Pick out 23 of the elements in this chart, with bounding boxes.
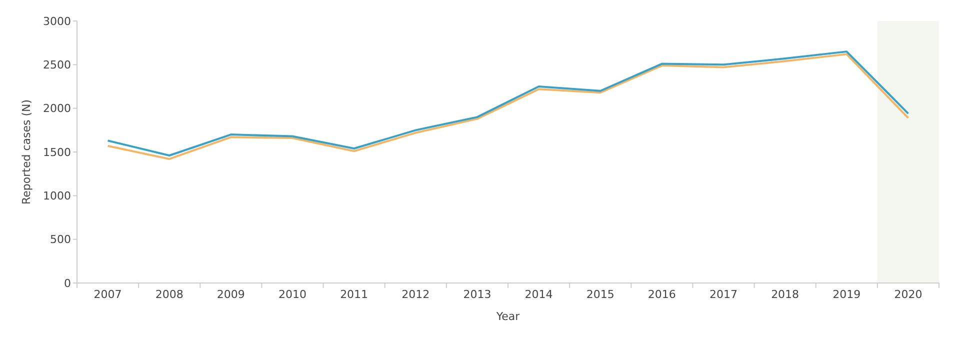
y-tick-label: 2000 <box>43 102 71 116</box>
y-tick-label: 1000 <box>43 190 71 203</box>
x-tick-label: 2010 <box>278 288 306 301</box>
x-tick-label: 2009 <box>216 288 245 301</box>
x-tick-label: 2008 <box>155 288 184 301</box>
y-tick-label: 1500 <box>43 146 71 159</box>
x-tick-label: 2017 <box>710 288 738 301</box>
x-tick-label: 2007 <box>94 288 122 301</box>
x-tick-label: 2012 <box>402 288 430 301</box>
x-tick-label: 2016 <box>648 288 676 301</box>
x-tick-label: 2011 <box>340 288 368 301</box>
y-tick-label: 3000 <box>43 14 71 28</box>
x-tick-label: 2014 <box>524 288 553 301</box>
x-tick-label: 2019 <box>832 288 861 301</box>
x-axis-title: Year <box>495 310 520 323</box>
y-tick-label: 2500 <box>43 58 71 72</box>
x-tick-label: 2020 <box>894 288 922 301</box>
y-tick-label: 500 <box>50 233 71 246</box>
x-tick-label: 2013 <box>463 288 492 301</box>
x-tick-label: 2018 <box>771 288 800 301</box>
y-axis-title: Reported cases (N) <box>20 99 33 205</box>
x-tick-label: 2015 <box>586 288 614 301</box>
y-tick-label: 0 <box>64 276 71 290</box>
